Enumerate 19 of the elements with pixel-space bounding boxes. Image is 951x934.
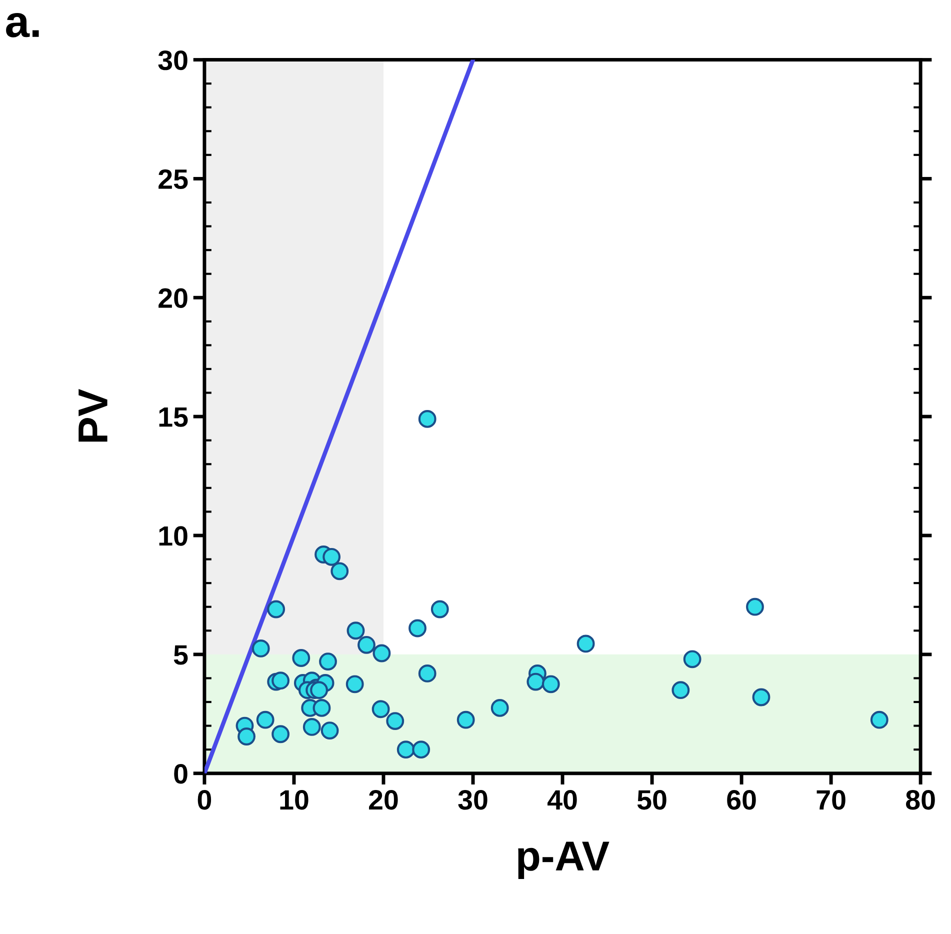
x-axis-title: p-AV: [518, 842, 610, 880]
x-tick-label: 80: [906, 790, 935, 810]
x-tick-label: 20: [369, 790, 398, 810]
y-tick-label: 25: [158, 169, 188, 190]
y-tick-label: 20: [158, 288, 188, 308]
y-tick-label: 0: [174, 764, 188, 784]
x-tick-label: 50: [637, 790, 666, 810]
x-tick-label: 70: [816, 790, 846, 810]
y-tick-label: 10: [159, 526, 188, 546]
x-tick-label: 40: [547, 790, 577, 810]
x-tick-label: 0: [198, 790, 212, 810]
y-axis-title: PV: [78, 389, 108, 442]
chart-title: a.: [6, 12, 39, 38]
y-tick-label: 30: [158, 50, 188, 70]
x-tick-label: 60: [727, 790, 756, 810]
y-tick-label: 5: [174, 645, 188, 665]
x-tick-label: 10: [280, 790, 308, 810]
y-tick-label: 15: [159, 408, 188, 427]
x-tick-label: 30: [458, 790, 488, 810]
